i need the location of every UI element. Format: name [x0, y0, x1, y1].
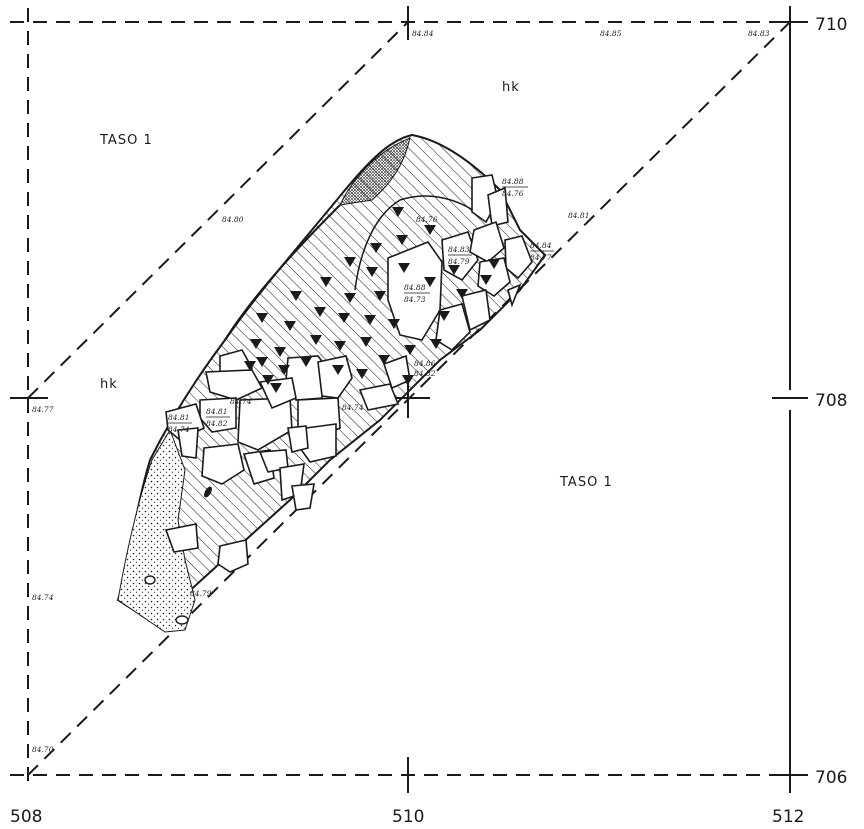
- elev-stone-b-lower: 84.77: [530, 253, 552, 262]
- zone-label-taso-upper: TASO 1: [99, 133, 153, 148]
- find-marker-triangle: [360, 337, 372, 347]
- find-marker-triangle: [310, 335, 322, 345]
- find-marker-triangle: [396, 235, 408, 245]
- elev-left-stone-lower: 84.74: [168, 425, 190, 434]
- elev-diag-upper: 84.80: [222, 215, 244, 224]
- find-marker-triangle: [334, 341, 346, 351]
- find-marker-triangle: [244, 361, 256, 371]
- find-marker-triangle: [356, 369, 368, 379]
- find-marker-triangle: [344, 257, 356, 267]
- elev-top-1: 84.84: [412, 29, 434, 38]
- find-marker-triangle: [430, 339, 442, 349]
- find-marker-triangle: [402, 375, 414, 385]
- y-label-710: 710: [815, 15, 847, 35]
- elevation-readings: 84.84 84.85 84.83 84.80 84.77 84.74 84.7…: [32, 29, 770, 754]
- elev-left-stone-upper: 84.81: [168, 413, 189, 422]
- elev-right-diag: 84.81: [568, 211, 589, 220]
- elev-inner-4: 84.74: [342, 403, 364, 412]
- elev-stone-a-upper: 84.83: [448, 245, 470, 254]
- elev-inner-6: 84.79: [190, 589, 212, 598]
- elev-stone-top-upper: 84.88: [502, 177, 524, 186]
- find-marker-triangle: [456, 289, 468, 299]
- small-stone-1: [144, 575, 156, 585]
- find-marker-triangle: [290, 291, 302, 301]
- x-label-510: 510: [392, 807, 424, 827]
- elev-stone-top-lower: 84.76: [502, 189, 524, 198]
- elev-left2-lower: 84.82: [206, 419, 228, 428]
- find-marker-triangle: [314, 307, 326, 317]
- feature-stipple-top: [339, 137, 411, 206]
- elev-inner-1: 84.76: [416, 215, 438, 224]
- find-marker-triangle: [392, 207, 404, 217]
- find-marker-triangle: [274, 347, 286, 357]
- find-marker-triangle: [404, 345, 416, 355]
- find-markers: [244, 207, 500, 393]
- elev-inner-2: 84.86: [414, 359, 436, 368]
- find-marker-triangle: [374, 291, 386, 301]
- x-label-512: 512: [772, 807, 804, 827]
- find-marker-triangle: [270, 383, 282, 393]
- find-marker-triangle: [488, 259, 500, 269]
- find-marker-triangle: [438, 311, 450, 321]
- feature-outer-edge: [224, 204, 341, 341]
- find-marker-triangle: [388, 319, 400, 329]
- elev-bottom-left: 84.70: [32, 745, 54, 754]
- small-stone-2: [175, 615, 189, 625]
- stones: [164, 174, 533, 573]
- elev-left-low: 84.74: [32, 593, 54, 602]
- find-marker-triangle: [250, 339, 262, 349]
- elev-left2-upper: 84.81: [206, 407, 227, 416]
- find-marker-triangle: [398, 263, 410, 273]
- elev-stone-c-upper: 84.88: [404, 283, 426, 292]
- elev-top-3: 84.83: [748, 29, 770, 38]
- elev-stone-a-lower: 84.79: [448, 257, 470, 266]
- find-marker-triangle: [364, 315, 376, 325]
- elev-top-2: 84.85: [600, 29, 622, 38]
- elev-stone-c-lower: 84.73: [404, 295, 426, 304]
- find-marker-triangle: [378, 355, 390, 365]
- find-marker-triangle: [480, 275, 492, 285]
- feature-stipple-left-dots: [117, 428, 196, 633]
- feature-inner-boundary: [354, 195, 481, 291]
- y-label-708: 708: [815, 391, 847, 411]
- x-label-508: 508: [10, 807, 42, 827]
- find-marker-triangle: [424, 225, 436, 235]
- zone-label-taso-lower: TASO 1: [559, 475, 613, 490]
- find-marker-triangle: [332, 365, 344, 375]
- find-marker-triangle: [256, 313, 268, 323]
- find-marker-triangle: [424, 277, 436, 287]
- find-marker-triangle: [338, 313, 350, 323]
- find-marker-triangle: [366, 267, 378, 277]
- find-marker-triangle: [300, 357, 312, 367]
- find-marker-triangle: [278, 365, 290, 375]
- find-marker-triangle: [320, 277, 332, 287]
- find-marker-triangle: [370, 243, 382, 253]
- zone-label-hk-top: hk: [502, 80, 520, 95]
- find-marker-triangle: [256, 357, 268, 367]
- small-dark-stone: [204, 486, 212, 498]
- elev-inner-5: 84.74: [230, 397, 252, 406]
- y-label-706: 706: [815, 768, 847, 788]
- find-marker-triangle: [448, 265, 460, 275]
- elev-stone-b-upper: 84.84: [530, 241, 552, 250]
- elev-inner-3: 84.82: [414, 369, 436, 378]
- elev-left-mid: 84.77: [32, 405, 54, 414]
- find-marker-triangle: [344, 293, 356, 303]
- trench-boundary: [27, 21, 791, 776]
- find-marker-triangle: [262, 375, 274, 385]
- zone-label-hk-left: hk: [100, 377, 118, 392]
- find-marker-triangle: [284, 321, 296, 331]
